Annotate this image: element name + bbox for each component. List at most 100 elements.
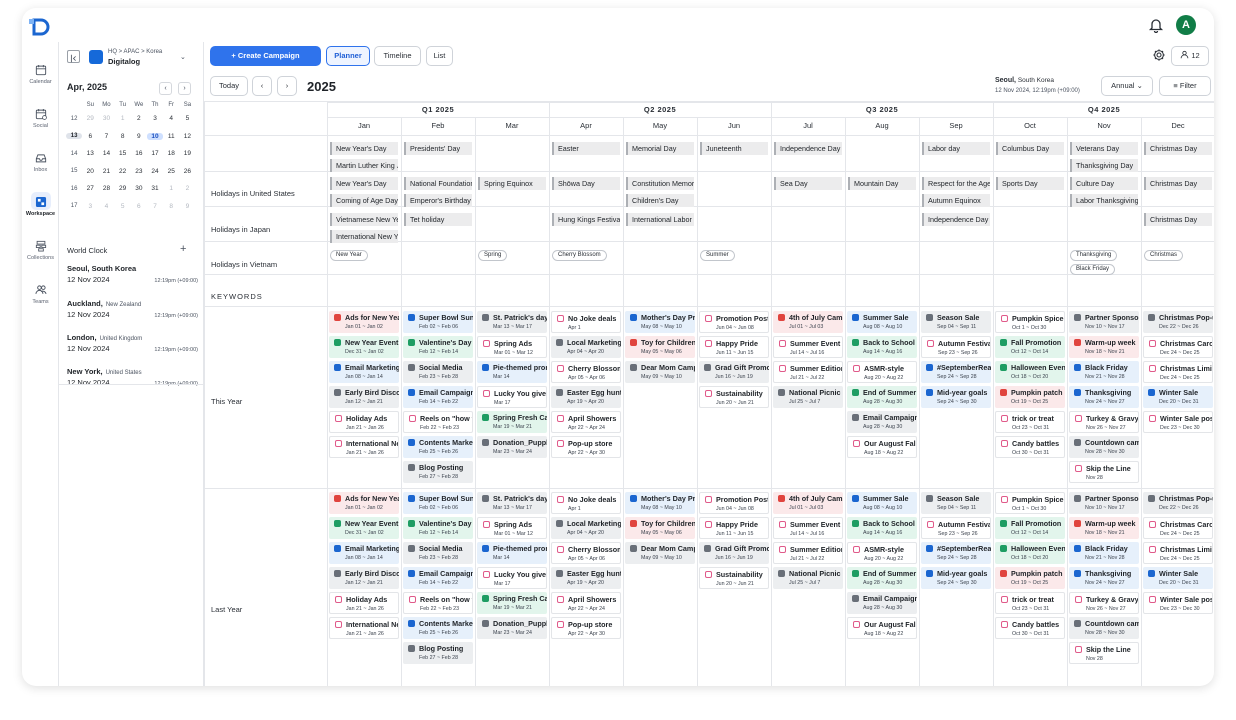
campaign-card[interactable]: Warm-up week Nov 18 ~ Nov 21 xyxy=(1069,336,1139,358)
calendar-day[interactable]: 16 xyxy=(135,150,143,158)
week-number[interactable]: 14 xyxy=(70,150,78,157)
calendar-day[interactable]: 1 xyxy=(169,185,174,193)
campaign-card[interactable]: Email Marketing Jan 08 ~ Jan 14 xyxy=(329,361,399,383)
campaign-card[interactable]: Spring Fresh Campaign Mar 19 ~ Mar 21 xyxy=(477,411,547,433)
campaign-card[interactable]: Skip the Line Nov 28 xyxy=(1069,461,1139,483)
campaign-card[interactable]: Back to School Aug 14 ~ Aug 16 xyxy=(847,336,917,358)
campaign-card[interactable]: End of Summer Aug 28 ~ Aug 30 xyxy=(847,386,917,408)
campaign-card[interactable]: Social Media Feb 23 ~ Feb 28 xyxy=(403,542,473,564)
calendar-day[interactable]: 4 xyxy=(169,115,174,123)
holiday-us-chip[interactable]: Independence Day xyxy=(774,142,842,155)
campaign-card[interactable]: Thanksgiving Nov 24 ~ Nov 27 xyxy=(1069,567,1139,589)
calendar-day[interactable]: 7 xyxy=(153,202,157,210)
campaign-card[interactable]: Summer Edition Jul 21 ~ Jul 22 xyxy=(773,361,843,383)
campaign-card[interactable]: April Showers Apr 22 ~ Apr 24 xyxy=(551,411,621,433)
calendar-day[interactable]: 6 xyxy=(88,132,93,140)
calendar-day[interactable]: 20 xyxy=(86,167,94,175)
campaign-card[interactable]: Season Sale Sep 04 ~ Sep 11 xyxy=(921,311,991,333)
campaign-card[interactable]: Ads for New Year Jan 01 ~ Jan 02 xyxy=(329,492,399,514)
campaign-card[interactable]: Dear Mom Campaign May 09 ~ May 10 xyxy=(625,542,695,564)
campaign-card[interactable]: Fall Promotion Oct 12 ~ Oct 14 xyxy=(995,336,1065,358)
rail-item-inbox[interactable]: Inbox xyxy=(22,148,59,173)
campaign-card[interactable]: Warm-up week Nov 18 ~ Nov 21 xyxy=(1069,517,1139,539)
campaign-card[interactable]: Email Marketing Jan 08 ~ Jan 14 xyxy=(329,542,399,564)
campaign-card[interactable]: Winter Sale Dec 20 ~ Dec 31 xyxy=(1143,386,1213,408)
collapse-sidebar-icon[interactable] xyxy=(67,50,80,63)
holiday-vn-chip[interactable]: Hung Kings Festival xyxy=(552,213,620,226)
holiday-jp-chip[interactable]: Respect for the Aged Day xyxy=(922,177,990,190)
calendar-day[interactable]: 12 xyxy=(183,132,192,140)
holiday-jp-chip[interactable]: Emperor's Birthday xyxy=(404,194,472,207)
holiday-us-chip[interactable]: Martin Luther King Jr. Day xyxy=(330,159,398,172)
campaign-card[interactable]: Black Friday Nov 21 ~ Nov 28 xyxy=(1069,542,1139,564)
today-button[interactable]: Today xyxy=(210,76,248,96)
campaign-card[interactable]: Halloween Event Oct 18 ~ Oct 20 xyxy=(995,542,1065,564)
campaign-card[interactable]: Season Sale Sep 04 ~ Sep 11 xyxy=(921,492,991,514)
holiday-jp-chip[interactable]: Autumn Equinox xyxy=(922,194,990,207)
calendar-day[interactable]: 8 xyxy=(169,202,174,210)
campaign-card[interactable]: trick or treat Oct 23 ~ Oct 31 xyxy=(995,411,1065,433)
campaign-card[interactable]: ASMR-style Aug 20 ~ Aug 22 xyxy=(847,542,917,564)
calendar-day[interactable]: 17 xyxy=(151,150,159,158)
calendar-day[interactable]: 5 xyxy=(120,202,125,210)
holiday-jp-chip[interactable]: Children's Day xyxy=(626,194,694,207)
holiday-vn-chip[interactable]: Vietnamese New Year xyxy=(330,213,398,226)
campaign-card[interactable]: Pumpkin Spice Oct 1 ~ Oct 30 xyxy=(995,492,1065,514)
org-selector[interactable]: HQ > APAC > Korea Digitalog ⌄ xyxy=(89,46,195,68)
campaign-card[interactable]: 4th of July Campaign Jul 01 ~ Jul 03 xyxy=(773,311,843,333)
campaign-card[interactable]: Lucky You giveaway Mar 17 xyxy=(477,386,547,408)
campaign-card[interactable]: April Showers Apr 22 ~ Apr 24 xyxy=(551,592,621,614)
holiday-vn-chip[interactable]: Tet holiday xyxy=(404,213,472,226)
campaign-card[interactable]: Christmas Pop-up Dec 22 ~ Dec 26 xyxy=(1143,311,1213,333)
rail-item-social[interactable]: Social xyxy=(22,104,59,129)
calendar-day[interactable]: 18 xyxy=(167,150,175,158)
holiday-jp-chip[interactable]: Shōwa Day xyxy=(552,177,620,190)
campaign-card[interactable]: Early Bird Discount Jan 12 ~ Jan 21 xyxy=(329,567,399,589)
campaign-card[interactable]: Halloween Event Oct 18 ~ Oct 20 xyxy=(995,361,1065,383)
calendar-day[interactable]: 6 xyxy=(137,202,141,210)
next-year-button[interactable]: › xyxy=(277,76,297,96)
campaign-card[interactable]: Pie-themed promo Mar 14 xyxy=(477,542,547,564)
campaign-card[interactable]: trick or treat Oct 23 ~ Oct 31 xyxy=(995,592,1065,614)
holiday-jp-chip[interactable]: National Foundation Day xyxy=(404,177,472,190)
rail-item-workspace[interactable]: Workspace xyxy=(22,192,59,217)
calendar-day[interactable]: 28 xyxy=(102,185,111,193)
campaign-card[interactable]: Skip the Line Nov 28 xyxy=(1069,642,1139,664)
campaign-card[interactable]: Promotion Post Jun 04 ~ Jun 08 xyxy=(699,492,769,514)
campaign-card[interactable]: Valentine's Day Feb 12 ~ Feb 14 xyxy=(403,517,473,539)
holiday-us-chip[interactable]: Veterans Day xyxy=(1070,142,1138,155)
calendar-day[interactable]: 10 xyxy=(146,132,164,140)
calendar-day[interactable]: 1 xyxy=(120,115,125,123)
campaign-card[interactable]: Black Friday Nov 21 ~ Nov 28 xyxy=(1069,361,1139,383)
campaign-card[interactable]: Early Bird Discount Jan 12 ~ Jan 21 xyxy=(329,386,399,408)
settings-button[interactable] xyxy=(1149,46,1169,66)
campaign-card[interactable]: St. Patrick's day Mar 13 ~ Mar 17 xyxy=(477,492,547,514)
campaign-card[interactable]: Summer Sale Aug 08 ~ Aug 10 xyxy=(847,311,917,333)
campaign-card[interactable]: Spring Ads Mar 01 ~ Mar 12 xyxy=(477,517,547,539)
campaign-card[interactable]: Mother's Day Promo May 08 ~ May 10 xyxy=(625,492,695,514)
rail-item-calendar[interactable]: Calendar xyxy=(22,60,59,85)
holiday-us-chip[interactable]: Columbus Day xyxy=(996,142,1064,155)
campaign-card[interactable]: Sustainability Jun 20 ~ Jun 21 xyxy=(699,567,769,589)
campaign-card[interactable]: Pop-up store Apr 22 ~ Apr 30 xyxy=(551,436,621,458)
campaign-card[interactable]: Summer Sale Aug 08 ~ Aug 10 xyxy=(847,492,917,514)
campaign-card[interactable]: Email Campaign Feb 14 ~ Feb 22 xyxy=(403,567,473,589)
campaign-card[interactable]: Spring Fresh Campaign Mar 19 ~ Mar 21 xyxy=(477,592,547,614)
campaign-card[interactable]: Pop-up store Apr 22 ~ Apr 30 xyxy=(551,617,621,639)
holiday-vn-chip[interactable]: International Labor Day xyxy=(626,213,694,226)
calendar-day[interactable]: 3 xyxy=(88,202,93,210)
calendar-day[interactable]: 11 xyxy=(167,132,175,140)
campaign-card[interactable]: Turkey & Gravy Nov 26 ~ Nov 27 xyxy=(1069,592,1139,614)
campaign-card[interactable]: Summer Edition Jul 21 ~ Jul 22 xyxy=(773,542,843,564)
campaign-card[interactable]: Candy battles Oct 30 ~ Oct 31 xyxy=(995,436,1065,458)
holiday-us-chip[interactable]: Thanksgiving Day xyxy=(1070,159,1138,172)
campaign-card[interactable]: Holiday Ads Jan 21 ~ Jan 26 xyxy=(329,411,399,433)
calendar-day[interactable]: 30 xyxy=(135,185,143,193)
campaign-card[interactable]: Grad Gift Promo Jun 16 ~ Jun 19 xyxy=(699,361,769,383)
campaign-card[interactable]: Grad Gift Promo Jun 16 ~ Jun 19 xyxy=(699,542,769,564)
holiday-us-chip[interactable]: Easter xyxy=(552,142,620,155)
campaign-card[interactable]: Christmas Limited Dec 24 ~ Dec 25 xyxy=(1143,361,1213,383)
campaign-card[interactable]: Easter Egg hunt Apr 19 ~ Apr 20 xyxy=(551,567,621,589)
campaign-card[interactable]: Our August Fall Aug 18 ~ Aug 22 xyxy=(847,436,917,458)
campaign-card[interactable]: Email Campaign Aug 28 ~ Aug 30 xyxy=(847,411,917,433)
